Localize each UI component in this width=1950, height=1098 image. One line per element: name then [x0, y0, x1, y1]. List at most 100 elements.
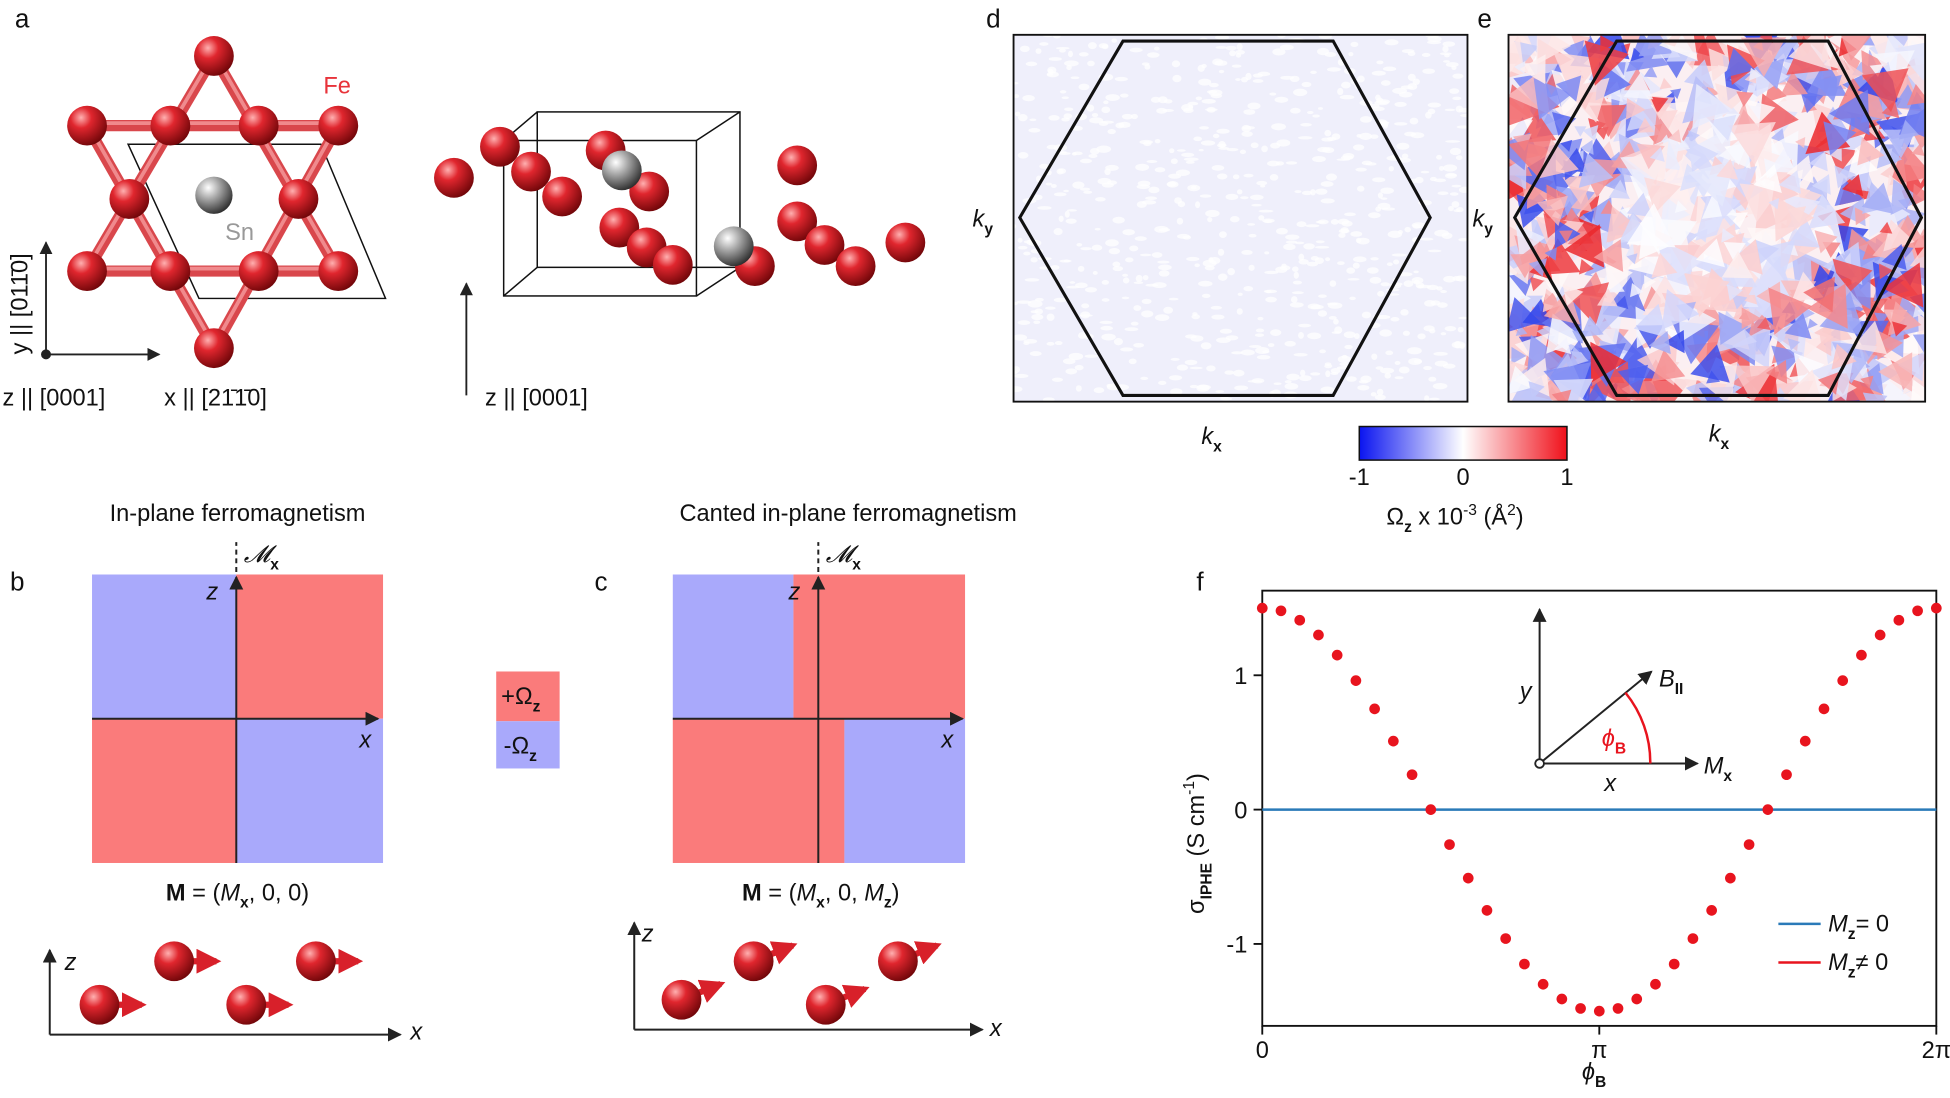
bond-highlight	[212, 121, 341, 348]
speck	[1200, 342, 1212, 350]
texture	[1648, 330, 1671, 355]
speck	[1014, 111, 1021, 117]
speck	[1301, 81, 1312, 88]
speck	[1380, 187, 1394, 194]
data-point	[1256, 602, 1268, 614]
speck	[1242, 125, 1255, 130]
texture	[1841, 174, 1864, 197]
speck	[1046, 144, 1058, 150]
speck	[1317, 310, 1328, 317]
legend-swatch	[496, 671, 560, 722]
speck	[1076, 242, 1083, 247]
label-part: M	[1828, 911, 1848, 937]
speck	[1371, 106, 1385, 112]
speck	[1071, 152, 1077, 156]
speck	[1141, 298, 1152, 304]
speck	[1051, 377, 1064, 382]
data-point	[1856, 649, 1867, 661]
data-point	[1799, 735, 1811, 747]
speck	[1338, 228, 1350, 234]
speck	[1374, 394, 1386, 401]
speck	[1428, 376, 1437, 382]
speck	[1427, 249, 1442, 253]
texture	[1731, 294, 1748, 310]
speck	[1353, 144, 1365, 151]
speck	[1151, 252, 1163, 258]
texture	[1749, 67, 1762, 81]
speck	[1181, 152, 1195, 158]
speck	[1142, 274, 1149, 281]
speck	[1215, 390, 1225, 393]
texture	[1590, 341, 1627, 383]
atom	[511, 151, 551, 192]
speck	[1154, 225, 1169, 233]
speck	[1330, 372, 1339, 375]
texture	[1731, 365, 1775, 402]
label-part: (S cm	[1184, 795, 1210, 863]
speck	[1079, 314, 1093, 317]
atom	[885, 222, 926, 263]
speck	[1048, 57, 1062, 61]
atom	[194, 328, 234, 369]
speck	[1183, 157, 1199, 161]
speck	[1107, 128, 1116, 135]
texture	[1869, 64, 1884, 77]
texture	[1774, 196, 1815, 242]
speck	[1317, 146, 1331, 153]
data-point	[1874, 629, 1886, 641]
label: 𝓜x	[826, 542, 861, 573]
quadrant	[672, 574, 794, 719]
label-part: y	[1484, 221, 1493, 238]
axis-label: z	[641, 921, 654, 947]
speck	[1053, 228, 1063, 236]
speck	[1252, 79, 1264, 83]
speck	[1424, 395, 1430, 402]
texture	[1536, 195, 1568, 226]
speck	[1064, 107, 1074, 111]
speck	[1439, 52, 1452, 56]
speck	[1300, 122, 1312, 127]
texture	[1562, 284, 1584, 306]
speck	[1326, 67, 1341, 72]
data-point	[1893, 614, 1905, 626]
speck	[1380, 282, 1390, 287]
label-part: σ	[1184, 899, 1210, 914]
label-part: M	[864, 880, 884, 906]
panel-title: Canted in-plane ferromagnetism	[680, 501, 1017, 527]
speck	[1216, 128, 1230, 134]
speck	[1400, 309, 1409, 316]
texture	[1661, 289, 1700, 330]
speck	[1280, 75, 1295, 80]
inset-label: y	[1518, 679, 1533, 705]
speck	[1039, 266, 1049, 270]
speck	[1087, 60, 1095, 67]
data-point	[1425, 804, 1437, 815]
speck	[1243, 109, 1256, 115]
speck	[1185, 334, 1197, 339]
speck	[1320, 386, 1335, 394]
colorbar-tick-label: 0	[1457, 465, 1470, 491]
speck	[1347, 278, 1360, 281]
speck	[1312, 155, 1326, 163]
speck	[1101, 280, 1110, 285]
texture	[1689, 153, 1702, 166]
speck	[1361, 311, 1372, 319]
speck	[1388, 165, 1394, 172]
speck	[1331, 133, 1341, 140]
speck	[1182, 235, 1192, 240]
label-part: )	[1516, 505, 1524, 531]
data-point	[1294, 614, 1306, 626]
texture	[1708, 48, 1740, 82]
atom	[150, 105, 191, 146]
speck	[1423, 325, 1435, 332]
speck	[1337, 87, 1344, 96]
texture	[1854, 207, 1871, 226]
speck	[1427, 102, 1441, 108]
atom	[835, 246, 876, 287]
speck	[1198, 148, 1204, 152]
speck	[1053, 192, 1067, 197]
speck	[1101, 333, 1116, 341]
speck	[1293, 88, 1308, 97]
speck	[1122, 277, 1130, 284]
speck	[1454, 341, 1461, 349]
